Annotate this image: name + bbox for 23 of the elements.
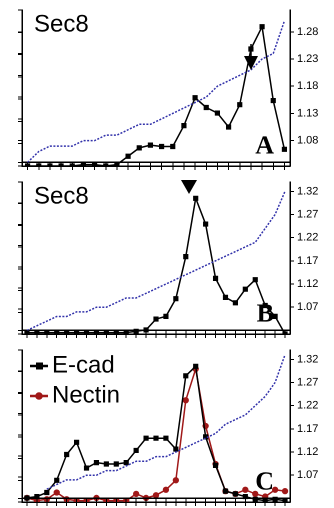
y-tick-label: 1.27 <box>297 376 318 388</box>
y-tick-label: 1.13 <box>297 107 318 120</box>
y-tick-label: 1.12 <box>297 446 318 458</box>
annotation: C <box>255 466 274 496</box>
legend-label: Nectin <box>52 382 120 409</box>
y-tick-label: 1.18 <box>297 80 318 92</box>
y-tick-label: 1.07 <box>297 301 318 314</box>
y-tick-label: 1.12 <box>297 278 318 290</box>
chart-title: Sec8 <box>34 182 89 210</box>
y-tick-label: 1.28 <box>297 26 318 38</box>
y-tick-label: 1.32 <box>297 185 318 198</box>
y-tick-label: 1.22 <box>297 400 318 412</box>
y-tick-label: 1.08 <box>297 134 318 147</box>
y-tick-label: 1.32 <box>297 353 318 366</box>
y-tick-label: 1.17 <box>297 254 318 267</box>
y-tick-label: 1.22 <box>297 232 318 244</box>
y-tick-label: 1.23 <box>297 53 318 66</box>
annotation: A <box>255 130 274 160</box>
legend-label: E-cad <box>52 352 115 379</box>
y-tick-label: 1.27 <box>297 208 318 220</box>
y-tick-label: 1.07 <box>297 469 318 482</box>
chart-title: Sec8 <box>34 10 89 38</box>
y-tick-label: 1.17 <box>297 422 318 435</box>
